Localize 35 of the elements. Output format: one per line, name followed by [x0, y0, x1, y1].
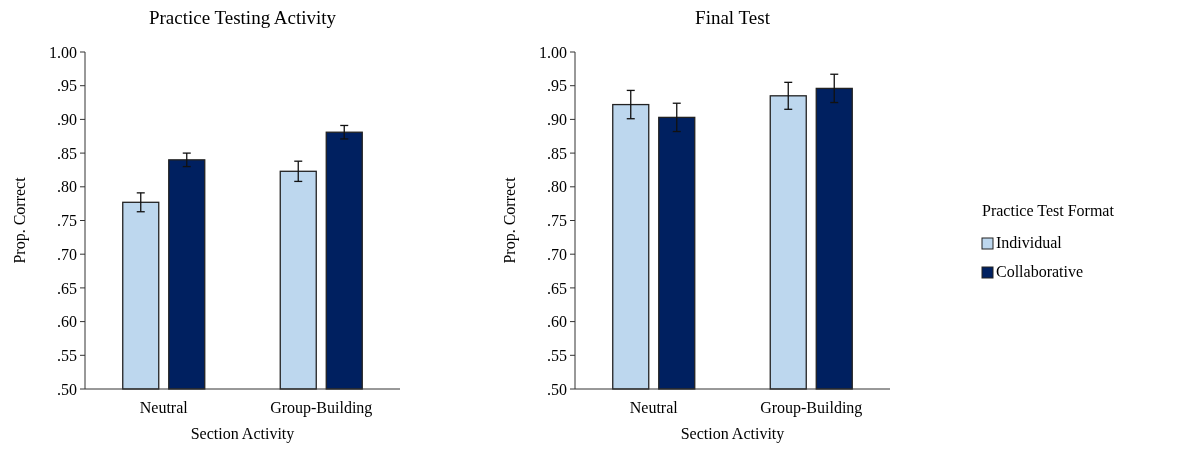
y-tick-label: 1.00 — [49, 43, 77, 61]
y-tick-label: .60 — [547, 313, 567, 331]
y-tick-label: .65 — [547, 279, 567, 297]
y-tick-label: .85 — [57, 144, 77, 162]
legend-label: Individual — [996, 234, 1063, 251]
y-tick-label: .75 — [547, 212, 567, 230]
y-tick-label: .75 — [57, 212, 77, 230]
y-tick-label: .50 — [57, 380, 77, 398]
x-axis-title: Section Activity — [190, 425, 295, 443]
x-tick-label: Group-Building — [270, 399, 373, 417]
y-tick-label: .70 — [547, 245, 567, 263]
y-tick-label: .90 — [57, 111, 77, 128]
y-tick-label: .60 — [57, 313, 77, 331]
y-tick-label: .65 — [57, 279, 77, 297]
x-tick-label: Neutral — [139, 399, 189, 416]
y-tick-label: .55 — [547, 346, 567, 364]
y-tick-label: .90 — [547, 111, 567, 128]
y-tick-label: .55 — [57, 346, 77, 364]
legend-label: Collaborative — [996, 263, 1084, 280]
y-axis-title: Prop. Correct — [11, 176, 29, 264]
chart-title: Final Test — [695, 7, 771, 28]
y-tick-label: .70 — [57, 245, 77, 263]
chart-title: Practice Testing Activity — [148, 7, 337, 28]
y-tick-label: .80 — [547, 178, 567, 196]
x-tick-label: Group-Building — [760, 399, 863, 417]
x-axis-title: Section Activity — [680, 425, 785, 443]
x-tick-label: Neutral — [629, 399, 679, 416]
y-tick-label: .95 — [547, 77, 567, 95]
legend-title: Practice Test Format — [982, 202, 1115, 219]
y-axis-title: Prop. Correct — [501, 176, 519, 264]
y-tick-label: .80 — [57, 178, 77, 196]
y-tick-label: 1.00 — [539, 43, 567, 61]
y-tick-label: .85 — [547, 144, 567, 162]
y-tick-label: .95 — [57, 77, 77, 95]
y-tick-label: .50 — [547, 380, 567, 398]
